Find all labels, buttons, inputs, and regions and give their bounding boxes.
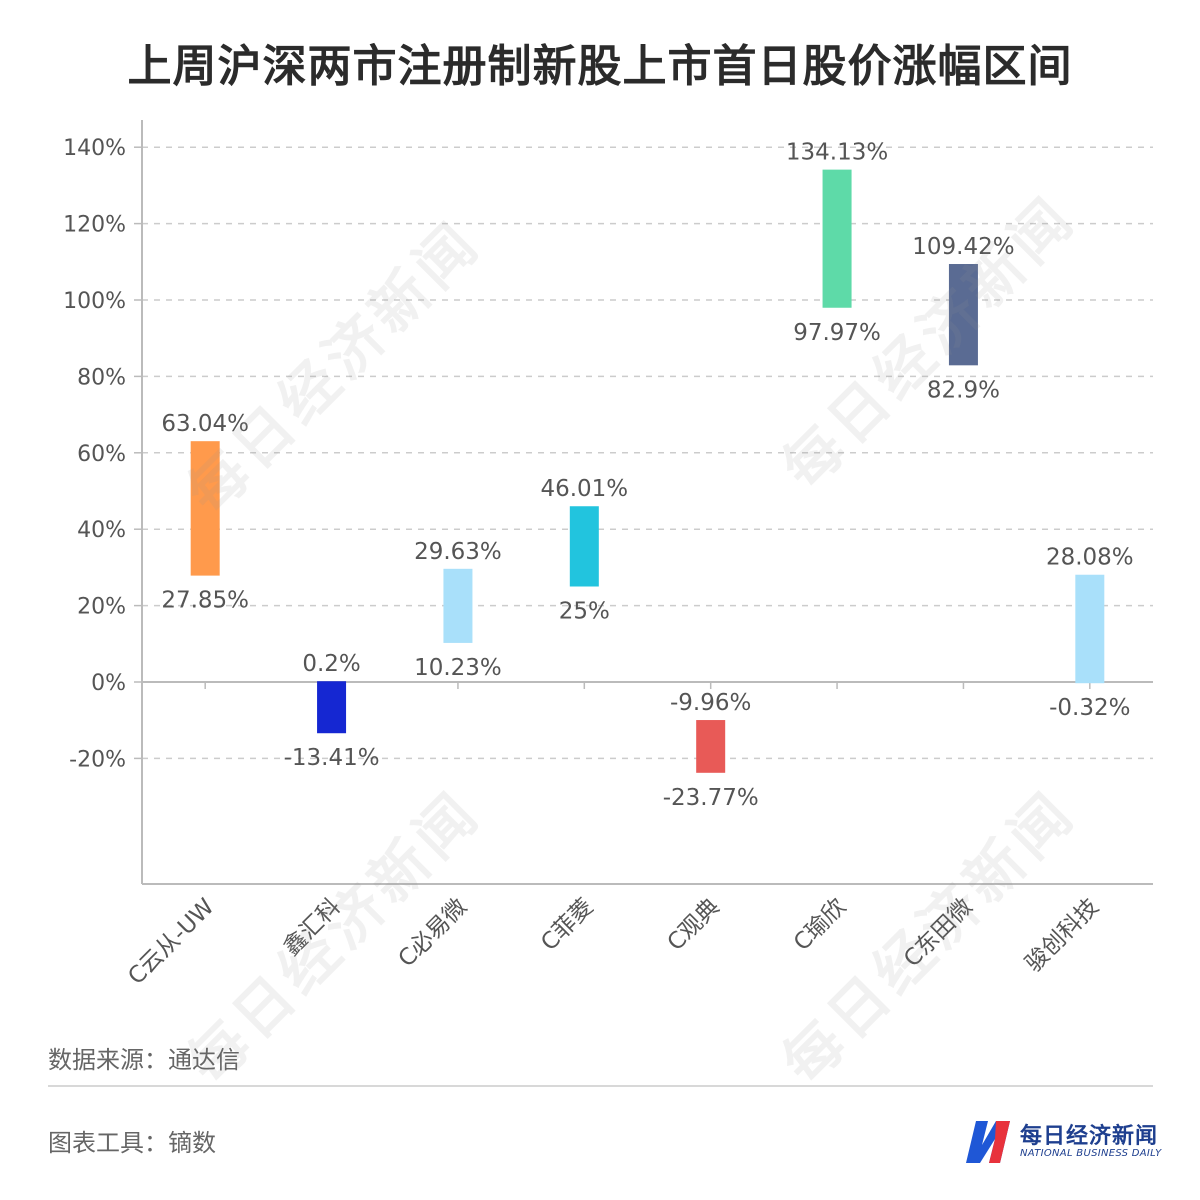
category-label-4: C观典	[663, 894, 725, 956]
high-value-label-0: 63.04%	[161, 411, 249, 437]
footer-divider	[48, 1085, 1153, 1087]
category-label-5: C瑜欣	[789, 894, 851, 956]
y-tick-label-2: 100%	[63, 289, 126, 314]
high-value-label-7: 28.08%	[1046, 545, 1134, 571]
data-source-note: 数据来源：通达信	[48, 1046, 240, 1074]
y-tick-label-4: 60%	[77, 442, 126, 467]
range-bar-2	[443, 568, 473, 643]
y-tick-label-5: 40%	[77, 518, 126, 543]
high-value-label-5: 134.13%	[786, 140, 888, 166]
low-value-label-5: 97.97%	[793, 320, 881, 346]
category-labels: C云从-UW 鑫汇科 C必易微 C菲菱 C观典 C瑜欣 C东田微 骏创科技	[123, 894, 1104, 990]
high-value-label-3: 46.01%	[540, 476, 628, 502]
logo-english-name: NATIONAL BUSINESS DAILY	[1020, 1148, 1162, 1159]
low-value-label-2: 10.23%	[414, 655, 502, 681]
y-tick-label-8: -20%	[69, 747, 126, 772]
y-tick-label-3: 80%	[77, 365, 126, 390]
y-tick-label-1: 120%	[63, 213, 126, 238]
category-label-3: C菲菱	[536, 894, 598, 956]
low-value-label-1: -13.41%	[284, 745, 380, 771]
category-label-7: 骏创科技	[1021, 894, 1104, 977]
nbd-logo: 每日经济新闻 NATIONAL BUSINESS DAILY	[962, 1115, 1162, 1170]
nbd-logo-icon	[966, 1121, 1010, 1163]
grid-lines	[142, 146, 1153, 760]
range-bar-0	[190, 441, 220, 576]
range-bar-1	[317, 681, 347, 734]
low-value-label-3: 25%	[559, 599, 610, 625]
category-label-0: C云从-UW	[123, 894, 219, 990]
chart-title: 上周沪深两市注册制新股上市首日股价涨幅区间	[127, 41, 1073, 92]
range-bar-5	[822, 169, 852, 308]
range-bar-3	[569, 506, 599, 587]
category-label-1: 鑫汇科	[279, 894, 346, 961]
range-bar-4	[696, 720, 726, 773]
low-value-label-0: 27.85%	[161, 588, 249, 614]
low-value-label-7: -0.32%	[1049, 695, 1130, 721]
category-label-6: C东田微	[899, 894, 978, 973]
range-bars	[190, 169, 1105, 773]
range-bar-6	[948, 264, 978, 366]
chart-tool-note: 图表工具：镝数	[48, 1129, 216, 1157]
y-tick-label-6: 20%	[77, 595, 126, 620]
high-value-label-6: 109.42%	[912, 234, 1014, 260]
high-value-label-4: -9.96%	[670, 690, 751, 716]
axes: 140% 120% 100% 80% 60% 40% 20% 0% -20%	[63, 120, 1153, 885]
logo-chinese-name: 每日经济新闻	[1020, 1124, 1159, 1149]
value-labels: 63.04% 27.85% 0.2% -13.41% 29.63% 10.23% 46.01…	[161, 140, 1133, 811]
category-label-2: C必易微	[394, 894, 473, 973]
low-value-label-6: 82.9%	[927, 377, 1000, 403]
high-value-label-1: 0.2%	[302, 651, 360, 677]
y-tick-label-0: 140%	[63, 136, 126, 161]
range-bar-7	[1075, 574, 1105, 684]
high-value-label-2: 29.63%	[414, 539, 502, 565]
low-value-label-4: -23.77%	[663, 785, 759, 811]
y-tick-label-7: 0%	[91, 671, 126, 696]
